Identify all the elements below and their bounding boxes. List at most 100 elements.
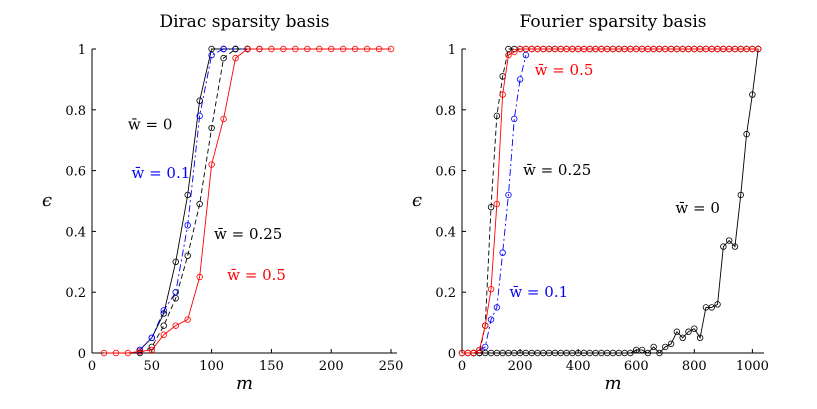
x-tick-label: 0	[88, 359, 96, 374]
data-point	[172, 258, 179, 265]
data-point	[487, 316, 495, 323]
y-tick-label: 1	[448, 43, 456, 58]
data-point	[184, 252, 191, 259]
chart-2: 0 200 400 600 800 1000 0 0.2 0.4 0.6 0.8 1 Fourier s…	[412, 12, 769, 394]
x-tick-label: 0	[458, 359, 466, 374]
series-annotation: w̄ = 0.5	[535, 61, 594, 79]
data-point	[172, 289, 179, 296]
y-tick-label: 0.6	[435, 165, 456, 180]
data-point	[679, 334, 686, 341]
data-point	[505, 51, 512, 59]
data-point	[184, 316, 191, 323]
data-point	[667, 340, 675, 348]
series-1	[136, 45, 263, 354]
data-point	[124, 349, 132, 357]
series-annotation: w̄ = 0	[675, 199, 720, 217]
data-point	[160, 331, 167, 338]
data-point	[754, 45, 762, 53]
data-point	[232, 45, 239, 53]
y-tick-label: 0.2	[65, 286, 86, 301]
x-tick-label: 50	[144, 359, 161, 374]
y-tick-label: 0.8	[65, 104, 86, 119]
data-point	[172, 295, 179, 302]
series-line	[103, 48, 392, 354]
data-point	[100, 349, 108, 357]
y-tick-label: 0	[78, 347, 86, 362]
data-point	[316, 45, 323, 53]
series-2	[136, 45, 251, 354]
data-point	[493, 304, 501, 311]
x-tick-label: 600	[624, 359, 649, 374]
series-annotation: w̄ = 0	[128, 116, 173, 134]
data-point	[339, 45, 347, 53]
series-annotation: w̄ = 0.25	[214, 225, 282, 243]
data-point	[638, 346, 646, 354]
data-point	[112, 349, 120, 357]
data-point	[691, 325, 698, 332]
y-tick-label: 0.6	[65, 165, 86, 180]
y-tick-label: 0.8	[435, 104, 456, 119]
chart-title: Fourier sparsity basis	[520, 12, 707, 32]
x-tick-label: 250	[379, 359, 404, 374]
data-point	[470, 349, 477, 357]
x-tick-label: 1000	[736, 359, 769, 374]
data-point	[627, 349, 634, 357]
data-point	[511, 115, 518, 123]
data-point	[482, 322, 489, 329]
y-tick-label: 1	[78, 43, 86, 58]
series-4	[458, 45, 762, 357]
series-3	[136, 45, 251, 357]
data-point	[696, 334, 704, 341]
data-point	[196, 97, 203, 104]
data-point	[220, 115, 227, 123]
data-point	[662, 343, 669, 351]
data-point	[737, 191, 744, 199]
series-annotation: w̄ = 0.5	[227, 266, 286, 284]
x-axis-label: m	[236, 373, 253, 394]
data-point	[720, 243, 727, 250]
data-point	[487, 203, 495, 211]
x-tick-label: 400	[566, 359, 591, 374]
data-point	[493, 200, 501, 208]
data-point	[148, 346, 155, 354]
x-tick-label: 150	[259, 359, 284, 374]
y-tick-label: 0.4	[65, 225, 86, 240]
y-tick-label: 0	[448, 347, 456, 362]
data-point	[208, 124, 215, 132]
data-point	[482, 343, 489, 351]
data-point	[476, 346, 483, 354]
data-point	[644, 349, 652, 357]
data-point	[328, 45, 335, 53]
data-point	[714, 301, 721, 308]
data-point	[499, 91, 506, 98]
data-point	[685, 328, 692, 335]
chart-1: 0 50 100 150 200 250 0 0.2 0.4 0.6 0.8 1 Dirac spars…	[42, 12, 403, 394]
data-point	[499, 249, 506, 256]
data-point	[196, 112, 203, 120]
data-point	[351, 45, 359, 53]
x-tick-label: 800	[682, 359, 707, 374]
data-point	[268, 45, 275, 53]
data-point	[208, 161, 215, 168]
data-point	[196, 273, 203, 281]
data-point	[522, 51, 530, 59]
data-point	[160, 322, 167, 329]
series-line	[139, 48, 260, 351]
data-point	[487, 285, 495, 293]
data-point	[220, 45, 227, 53]
x-tick-label: 200	[319, 359, 344, 374]
data-point	[184, 191, 191, 199]
data-point	[650, 343, 657, 351]
series-line	[479, 54, 527, 351]
data-point	[232, 54, 239, 62]
series-line	[139, 48, 248, 354]
series-annotation: w̄ = 0.25	[523, 161, 591, 179]
data-point	[196, 200, 203, 208]
data-point	[136, 348, 144, 355]
data-point	[244, 45, 251, 53]
series-annotation: w̄ = 0.1	[509, 283, 568, 301]
x-tick-label: 200	[508, 359, 533, 374]
data-point	[172, 322, 179, 329]
data-point	[363, 45, 371, 53]
